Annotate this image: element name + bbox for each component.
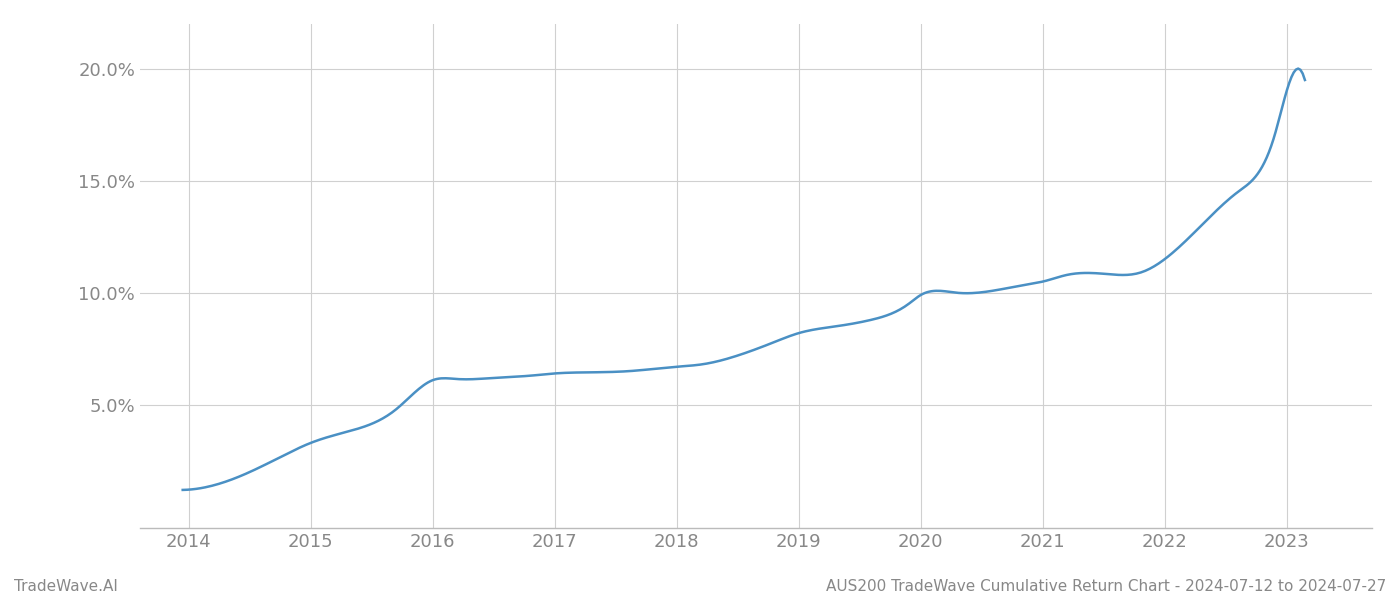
Text: AUS200 TradeWave Cumulative Return Chart - 2024-07-12 to 2024-07-27: AUS200 TradeWave Cumulative Return Chart… bbox=[826, 579, 1386, 594]
Text: TradeWave.AI: TradeWave.AI bbox=[14, 579, 118, 594]
